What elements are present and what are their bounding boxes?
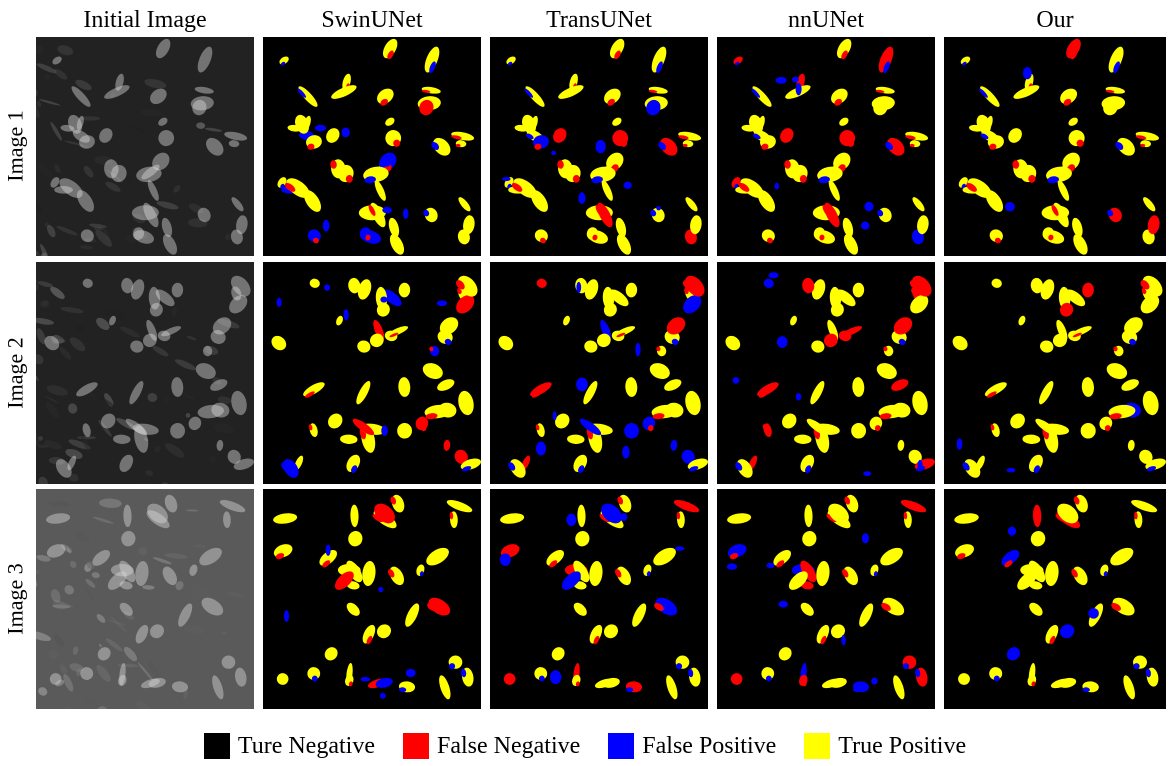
row-label-image-2: Image 2 xyxy=(3,337,28,409)
panel-our-image-1 xyxy=(944,37,1166,256)
legend-label-true-positive: True Positive xyxy=(838,732,967,759)
panel-initial-image-image-1 xyxy=(36,37,254,256)
column-header-swinunet: SwinUNet xyxy=(321,7,423,33)
legend-item-true-positive: True Positive xyxy=(804,733,966,760)
column-header-initial-image: Initial Image xyxy=(83,7,207,33)
row-label-image-3: Image 3 xyxy=(3,563,28,635)
column-header-nnunet: nnUNet xyxy=(788,7,864,33)
panel-transunet-image-2 xyxy=(490,262,708,484)
panel-initial-image-image-2 xyxy=(36,262,254,484)
legend: Ture Negative False Negative False Posit… xyxy=(0,726,1170,766)
panel-transunet-image-1 xyxy=(490,37,708,256)
panel-swinunet-image-3 xyxy=(263,489,481,709)
panel-nnunet-image-3 xyxy=(717,489,935,709)
column-header-transunet: TransUNet xyxy=(546,7,652,33)
legend-item-false-negative: False Negative xyxy=(402,732,581,760)
row-label-image-1: Image 1 xyxy=(3,110,28,182)
panel-transunet-image-3 xyxy=(490,489,708,709)
legend-label-false-positive: False Positive xyxy=(642,732,777,759)
true-negative-swatch xyxy=(203,733,230,759)
legend-label-false-negative: False Negative xyxy=(436,732,581,759)
column-header-our: Our xyxy=(1036,7,1074,33)
legend-item-false-positive: False Positive xyxy=(608,733,776,760)
true-positive-swatch xyxy=(804,733,831,759)
legend-label-true-negative: Ture Negative xyxy=(237,732,375,759)
false-positive-swatch xyxy=(608,733,635,759)
panel-initial-image-image-3 xyxy=(36,489,254,709)
panel-swinunet-image-1 xyxy=(263,37,481,256)
panel-our-image-3 xyxy=(944,489,1166,709)
panel-our-image-2 xyxy=(944,262,1166,484)
false-negative-swatch xyxy=(402,733,429,759)
panel-nnunet-image-1 xyxy=(717,37,935,256)
panel-nnunet-image-2 xyxy=(717,262,935,484)
panel-swinunet-image-2 xyxy=(263,262,481,484)
legend-item-true-negative: Ture Negative xyxy=(203,732,375,760)
